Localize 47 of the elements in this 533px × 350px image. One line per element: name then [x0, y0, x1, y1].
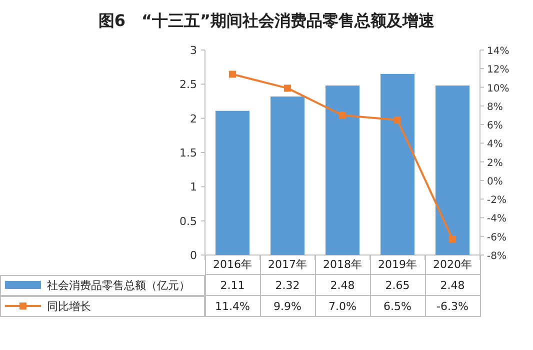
data-label: 2.48: [425, 274, 480, 296]
bar: [216, 110, 250, 255]
y2-tick-label: 4%: [487, 139, 503, 150]
legend-label: 社会消费品零售总额（亿元）: [47, 278, 190, 292]
y2-tick-label: 14%: [487, 46, 510, 57]
y-tick-label: 2.5: [180, 78, 197, 92]
x-tick-label: 2018年: [315, 255, 370, 274]
bar: [436, 86, 470, 255]
bar: [270, 96, 304, 255]
data-label: 2.48: [315, 274, 370, 296]
data-label: 2.65: [370, 274, 425, 296]
y-tick-label: 3: [190, 44, 197, 57]
x-tick-label: 2016年: [205, 255, 260, 274]
data-label: 2.32: [260, 274, 315, 296]
x-tick-label: 2017年: [260, 255, 315, 274]
y2-tick-label: 8%: [487, 102, 503, 113]
point: [229, 70, 236, 78]
data-label: 11.4%: [205, 296, 260, 316]
bar: [380, 74, 414, 255]
data-label: 2.11: [205, 274, 260, 296]
data-label: 6.5%: [370, 296, 425, 316]
y-tick-label: 2: [190, 112, 197, 126]
y2-tick-label: -2%: [487, 195, 506, 206]
y2-tick-label: 2%: [487, 158, 503, 169]
y-tick-label: 1.5: [180, 146, 197, 160]
y-tick-label: 0.5: [180, 214, 197, 228]
y-tick-label: 0: [190, 249, 197, 262]
data-label: 9.9%: [260, 296, 315, 316]
point: [449, 236, 456, 243]
chart-title: 图6 “十三五”期间社会消费品零售总额及增速: [98, 11, 436, 30]
y2-tick-label: 12%: [487, 64, 510, 76]
y2-tick-label: -6%: [487, 232, 506, 244]
y-tick-label: 1: [190, 180, 197, 194]
data-label: 7.0%: [315, 296, 370, 316]
y2-tick-label: 10%: [487, 83, 510, 94]
x-tick-label: 2019年: [370, 255, 425, 274]
y2-tick-label: -8%: [487, 251, 506, 262]
point: [394, 116, 401, 124]
legend-label: 同比增长: [47, 298, 91, 314]
x-tick-label: 2020年: [425, 255, 480, 274]
bar: [326, 86, 360, 255]
point: [339, 112, 346, 119]
data-label: -6.3%: [425, 296, 480, 316]
y2-tick-label: 0%: [487, 176, 503, 188]
y2-tick-label: -4%: [487, 214, 506, 225]
y2-tick-label: 6%: [487, 120, 503, 132]
point: [284, 84, 291, 92]
